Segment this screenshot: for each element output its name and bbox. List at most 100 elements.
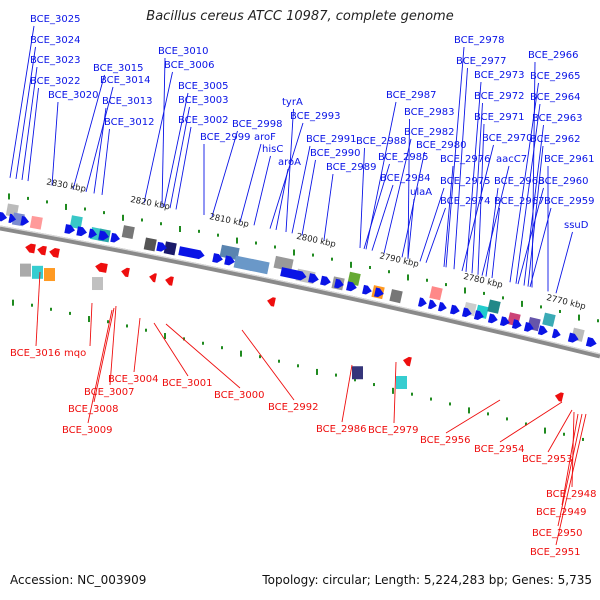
reverse-gene-label: BCE_3016 bbox=[10, 348, 60, 359]
forward-gene-label: BCE_2990 bbox=[310, 148, 360, 159]
forward-gene-arrow bbox=[551, 328, 561, 339]
forward-gene-arrow bbox=[8, 213, 17, 224]
inner-tick bbox=[468, 407, 470, 414]
forward-gene-label: BCE_3013 bbox=[102, 96, 152, 107]
leader-line-forward bbox=[15, 46, 36, 179]
leader-line-forward bbox=[175, 126, 192, 210]
forward-gene-label: BCE_3012 bbox=[104, 117, 154, 128]
inner-tick bbox=[221, 346, 223, 350]
forward-gene-label: BCE_3015 bbox=[93, 63, 143, 74]
leader-line-forward bbox=[515, 103, 541, 284]
leader-line-forward bbox=[275, 168, 289, 230]
gene-layer bbox=[0, 212, 597, 402]
kbp-label: 2800 kbp bbox=[295, 232, 336, 250]
feature-block bbox=[389, 289, 403, 304]
reverse-gene-arrow bbox=[554, 392, 564, 402]
leader-line-forward bbox=[401, 151, 425, 258]
outer-tick bbox=[217, 233, 219, 237]
forward-gene-arrow bbox=[224, 255, 235, 266]
leader-line-forward bbox=[253, 155, 271, 226]
inner-tick bbox=[316, 368, 318, 375]
inner-tick bbox=[487, 412, 489, 416]
leader-line-reverse bbox=[555, 413, 587, 546]
leader-line-forward bbox=[51, 101, 59, 186]
forward-gene-arrow bbox=[473, 310, 484, 320]
forward-gene-arrow bbox=[428, 299, 437, 310]
outer-tick bbox=[369, 265, 371, 269]
outer-tick bbox=[331, 257, 333, 261]
forward-gene-label: ssuD bbox=[564, 220, 589, 231]
leader-line-reverse bbox=[341, 364, 353, 423]
leader-line-forward bbox=[407, 118, 410, 259]
feature-block-inner bbox=[396, 375, 407, 389]
forward-gene-arrow bbox=[110, 232, 120, 243]
inner-tick bbox=[31, 303, 33, 307]
leader-line-reverse bbox=[547, 409, 573, 453]
inner-tick bbox=[164, 333, 166, 340]
forward-gene-label: BCE_2983 bbox=[404, 107, 454, 118]
inner-tick bbox=[297, 364, 299, 368]
outer-tick bbox=[255, 241, 257, 245]
forward-gene-arrow bbox=[280, 267, 307, 281]
genome-backbone bbox=[0, 225, 600, 359]
forward-gene-arrow bbox=[76, 226, 87, 237]
inner-tick bbox=[126, 324, 128, 328]
outer-tick bbox=[293, 249, 295, 256]
reverse-gene-label: BCE_2986 bbox=[316, 424, 366, 435]
leader-line-reverse bbox=[35, 271, 41, 347]
outer-tick bbox=[141, 218, 143, 222]
reverse-gene-arrow bbox=[149, 273, 157, 283]
forward-gene-arrow bbox=[567, 332, 579, 343]
accession-text: Accession: NC_003909 bbox=[10, 573, 147, 587]
forward-gene-label: BCE_2961 bbox=[544, 154, 594, 165]
forward-gene-label: tyrA bbox=[282, 97, 303, 108]
inner-tick bbox=[240, 350, 242, 357]
leader-line-forward bbox=[461, 144, 494, 272]
feature-block bbox=[233, 255, 254, 271]
reverse-gene-label: mqo bbox=[64, 348, 86, 359]
leader-line-reverse bbox=[165, 323, 241, 389]
kbp-label: 2780 kbp bbox=[462, 272, 503, 291]
leader-line-forward bbox=[383, 138, 412, 254]
forward-gene-arrow bbox=[362, 284, 372, 295]
leader-line-reverse bbox=[445, 399, 501, 434]
outer-tick bbox=[8, 193, 10, 200]
forward-gene-label: BCE_2973 bbox=[474, 70, 524, 81]
inner-tick bbox=[373, 383, 375, 387]
forward-gene-label: BCE_2965 bbox=[530, 71, 580, 82]
forward-gene-label: BCE_2987 bbox=[386, 90, 436, 101]
outer-tick bbox=[540, 305, 542, 309]
forward-gene-label: BCE_3024 bbox=[30, 35, 80, 46]
gene-label-layer: BCE_3025 BCE_3024 BCE_3023 BCE_3022 BCE_3020… bbox=[10, 14, 596, 558]
reverse-gene-arrow bbox=[165, 276, 174, 286]
feature-block-inner bbox=[20, 263, 31, 277]
outer-tick bbox=[179, 226, 181, 233]
forward-gene-arrow bbox=[418, 297, 427, 307]
outer-tick bbox=[160, 222, 162, 226]
leader-line-forward bbox=[491, 207, 500, 279]
forward-gene-label: aroA bbox=[278, 157, 301, 168]
forward-gene-arrow bbox=[585, 337, 597, 347]
reverse-gene-label: BCE_2954 bbox=[474, 444, 524, 455]
leader-line-forward bbox=[72, 74, 105, 190]
leader-line-forward bbox=[161, 57, 166, 207]
reverse-gene-label: BCE_2992 bbox=[268, 402, 318, 413]
leader-line-forward bbox=[509, 82, 539, 283]
forward-gene-arrow bbox=[64, 224, 76, 234]
forward-gene-label: BCE_2991 bbox=[306, 134, 356, 145]
forward-gene-arrow bbox=[346, 281, 357, 292]
reverse-gene-label: BCE_2950 bbox=[532, 528, 582, 539]
forward-gene-label: BCE_2962 bbox=[530, 134, 580, 145]
forward-gene-label: BCE_2975 bbox=[440, 176, 490, 187]
reverse-gene-label: BCE_3009 bbox=[62, 425, 112, 436]
inner-tick bbox=[563, 432, 565, 436]
leader-line-forward bbox=[359, 147, 365, 249]
forward-gene-arrow bbox=[212, 253, 223, 263]
reverse-gene-label: BCE_2979 bbox=[368, 425, 418, 436]
outer-tick bbox=[46, 200, 48, 204]
reverse-gene-label: BCE_3000 bbox=[214, 390, 264, 401]
leader-line-forward bbox=[453, 67, 468, 270]
inner-tick bbox=[392, 387, 394, 394]
forward-gene-label: BCE_2971 bbox=[474, 112, 524, 123]
